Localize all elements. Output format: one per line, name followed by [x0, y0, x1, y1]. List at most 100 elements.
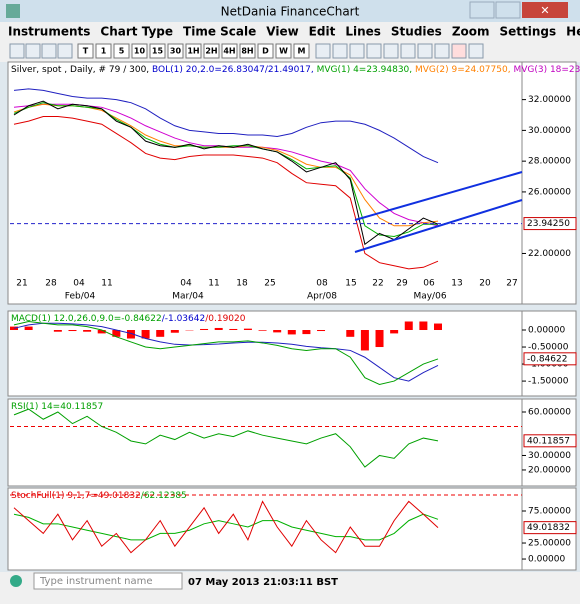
close-icon: ✕ — [540, 4, 549, 17]
timescale-label: M — [298, 47, 306, 56]
header-part: MVG(3) 18=23.78067 — [513, 65, 580, 75]
minimize-button[interactable] — [470, 2, 494, 18]
header-part: MVG(2) 9=24.07750, — [415, 65, 513, 75]
y-tick-label: 25.00000 — [528, 539, 571, 549]
tool-icon[interactable] — [401, 44, 415, 58]
panel-background — [8, 311, 576, 396]
tool-icon[interactable] — [418, 44, 432, 58]
histogram-bar — [68, 330, 76, 331]
histogram-bar — [259, 330, 267, 331]
timescale-label: 10 — [134, 47, 146, 56]
status-datetime: 07 May 2013 21:03:11 BST — [188, 577, 338, 588]
month-label: Apr/08 — [307, 292, 337, 302]
date-label: 28 — [45, 279, 57, 289]
menu-item[interactable]: View — [266, 25, 298, 39]
date-label: 08 — [316, 279, 328, 289]
y-tick-label: -1.50000 — [528, 377, 569, 387]
histogram-bar — [215, 328, 223, 330]
last-value-label: 49.01832 — [527, 523, 570, 533]
histogram-bar — [346, 330, 354, 337]
header-part: Silver, spot , Daily, # 79 / 300, — [11, 65, 152, 75]
menu-item[interactable]: Studies — [391, 25, 442, 39]
histogram-bar — [288, 330, 296, 334]
tool-icon[interactable] — [10, 44, 24, 58]
y-tick-label: -0.50000 — [528, 343, 569, 353]
tool-icon[interactable] — [42, 44, 56, 58]
chart-panels: Silver, spot , Daily, # 79 / 300, BOL(1)… — [8, 62, 580, 570]
y-tick-label: 60.00000 — [528, 407, 571, 417]
maximize-button[interactable] — [496, 2, 520, 18]
tool-icon[interactable] — [435, 44, 449, 58]
header-part: /0.19020 — [205, 314, 246, 324]
tool-icon[interactable] — [26, 44, 40, 58]
menu-item[interactable]: Settings — [500, 25, 557, 39]
status-icon — [10, 575, 22, 587]
date-label: 11 — [101, 279, 112, 289]
histogram-bar — [25, 327, 33, 330]
tool-icon[interactable] — [316, 44, 330, 58]
histogram-bar — [405, 321, 413, 330]
panel-header: StochFull(1) 9,1,7=49.01832/62.12385 — [11, 491, 187, 501]
y-tick-label: 75.00000 — [528, 507, 571, 517]
last-value-label: 23.94250 — [527, 219, 570, 229]
menu-item[interactable]: Lines — [345, 25, 381, 39]
menu-item[interactable]: Chart Type — [100, 25, 173, 39]
date-label: 22 — [372, 279, 383, 289]
header-part: /62.12385 — [141, 491, 187, 501]
y-tick-label: 30.00000 — [528, 126, 571, 136]
y-tick-label: 30.00000 — [528, 451, 571, 461]
histogram-bar — [54, 330, 62, 332]
date-label: 04 — [180, 279, 192, 289]
histogram-bar — [10, 327, 18, 330]
menu-item[interactable]: Zoom — [452, 25, 490, 39]
histogram-bar — [419, 321, 427, 330]
y-tick-label: 28.00000 — [528, 157, 571, 167]
tool-icon[interactable] — [58, 44, 72, 58]
timescale-label: 30 — [170, 47, 182, 56]
menu-item[interactable]: Instruments — [8, 25, 90, 39]
input-placeholder: Type instrument name — [39, 576, 153, 587]
timescale-label: 2H — [205, 47, 217, 56]
month-label: May/06 — [413, 292, 446, 302]
timescale-label: 8H — [241, 47, 253, 56]
tool-icon[interactable] — [350, 44, 364, 58]
histogram-bar — [83, 330, 91, 332]
date-label: 06 — [423, 279, 435, 289]
tool-icon[interactable] — [452, 44, 466, 58]
timescale-label: D — [262, 47, 269, 56]
timescale-label: T — [83, 47, 89, 56]
timescale-label: 4H — [223, 47, 235, 56]
histogram-bar — [376, 330, 384, 347]
date-label: 21 — [16, 279, 27, 289]
date-label: 20 — [479, 279, 491, 289]
date-label: 04 — [73, 279, 85, 289]
tool-icon[interactable] — [384, 44, 398, 58]
tool-icon[interactable] — [367, 44, 381, 58]
menu-item[interactable]: Edit — [309, 25, 336, 39]
tool-icon[interactable] — [333, 44, 347, 58]
timescale-label: 15 — [152, 47, 164, 56]
y-tick-label: 0.00000 — [528, 555, 565, 565]
timescale-label: W — [279, 47, 288, 56]
app-icon — [6, 4, 20, 18]
menu-item[interactable]: Time Scale — [183, 25, 256, 39]
date-label: 29 — [396, 279, 408, 289]
month-label: Mar/04 — [172, 292, 204, 302]
date-label: 27 — [506, 279, 517, 289]
histogram-bar — [273, 330, 281, 332]
header-part: BOL(1) 20,2.0=26.83047/21.49017, — [152, 65, 317, 75]
header-part: MVG(1) 4=23.94830, — [317, 65, 415, 75]
histogram-bar — [229, 329, 237, 330]
panel-background — [8, 399, 576, 486]
y-tick-label: 0.00000 — [528, 326, 565, 336]
panel-header: RSI(1) 14=40.11857 — [11, 402, 103, 412]
header-part: StochFull(1) 9,1,7=49.01832 — [11, 491, 141, 501]
menu-item[interactable]: Help — [566, 25, 580, 39]
y-tick-label: 22.00000 — [528, 249, 571, 259]
tool-icon[interactable] — [469, 44, 483, 58]
histogram-bar — [434, 324, 442, 330]
histogram-bar — [361, 330, 369, 350]
